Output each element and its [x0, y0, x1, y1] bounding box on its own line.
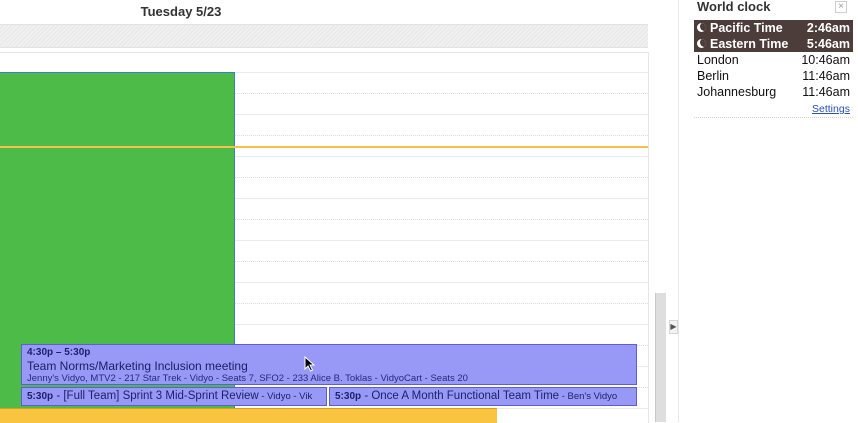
event-location: - Ben's Vidyo [559, 391, 618, 402]
event-title: Team Norms/Marketing Inclusion meeting [27, 359, 248, 373]
clock-time: 11:46am [802, 85, 850, 99]
event-team-norms[interactable]: 4:30p – 5:30p Team Norms/Marketing Inclu… [21, 344, 637, 385]
clock-time: 2:46am [806, 21, 850, 35]
clock-row-eastern: Eastern Time 5:46am [694, 36, 853, 52]
moon-icon [697, 23, 706, 32]
grid-line [0, 324, 648, 325]
event-location: - Vidyo - Vik [258, 391, 313, 402]
all-day-row[interactable] [0, 24, 648, 48]
cursor-icon [304, 356, 316, 372]
clock-city: Pacific Time [710, 21, 783, 35]
world-clock-title: World clock [697, 0, 771, 14]
scrollbar[interactable] [655, 293, 666, 422]
event-functional-team-time[interactable]: 5:30p - Once A Month Functional Team Tim… [329, 387, 637, 406]
clock-city: London [697, 53, 739, 67]
clock-city: Berlin [697, 69, 729, 83]
clock-row-pacific: Pacific Time 2:46am [694, 20, 853, 36]
grid-line [0, 72, 648, 73]
event-location: Jenny's Vidyo, MTV2 - 217 Star Trek - Vi… [27, 373, 468, 384]
event-title: - Once A Month Functional Team Time [361, 390, 560, 402]
grid-line [0, 177, 648, 178]
clock-city: Johannesburg [697, 85, 777, 99]
collapse-sidebar-button[interactable]: ▶ [669, 320, 678, 334]
event-time: 5:30p [27, 391, 54, 402]
day-header[interactable]: Tuesday 5/23 [140, 4, 222, 19]
clock-row-london: London 10:46am [694, 52, 853, 68]
panel-divider [678, 0, 679, 422]
event-time: 4:30p – 5:30p [27, 347, 91, 358]
grid-line [0, 303, 648, 304]
grid-line [0, 93, 648, 94]
current-time-line [0, 146, 648, 148]
grid-line [0, 114, 648, 115]
clock-time: 5:46am [806, 37, 850, 51]
world-clock-panel [679, 0, 858, 422]
settings-link[interactable]: Settings [812, 103, 850, 115]
clock-city: Eastern Time [710, 37, 789, 51]
moon-icon [697, 39, 706, 48]
event-time: 5:30p [335, 391, 362, 402]
grid-line [0, 156, 648, 157]
close-icon[interactable]: × [835, 1, 847, 13]
grid-line [0, 198, 648, 199]
grid-line [0, 135, 648, 136]
grid-line [0, 219, 648, 220]
divider [694, 117, 853, 118]
clock-time: 10:46am [801, 53, 850, 67]
event-title: - [Full Team] Sprint 3 Mid-Sprint Review [53, 390, 259, 402]
orange-event-block[interactable] [0, 408, 497, 423]
clock-row-berlin: Berlin 11:46am [694, 68, 853, 84]
clock-row-johannesburg: Johannesburg 11:46am [694, 84, 853, 100]
grid-line [0, 282, 648, 283]
grid-line [0, 240, 648, 241]
event-sprint-review[interactable]: 5:30p - [Full Team] Sprint 3 Mid-Sprint … [21, 387, 327, 406]
grid-line [0, 261, 648, 262]
clock-time: 11:46am [802, 69, 850, 83]
